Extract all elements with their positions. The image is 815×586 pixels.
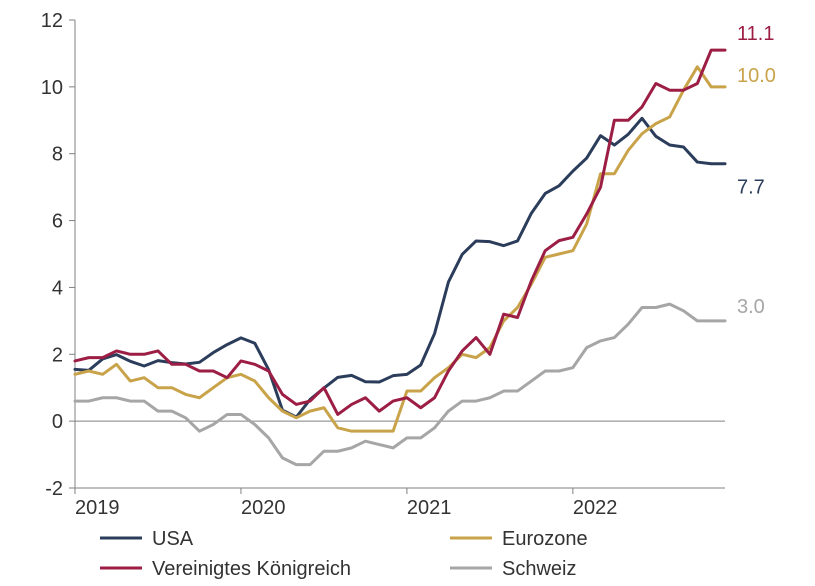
series-end-label-usa: 7.7	[737, 177, 765, 199]
legend-label-uk: Vereinigtes Königreich	[152, 558, 351, 580]
y-tick-label: 12	[41, 10, 63, 32]
inflation-line-chart: -2 0 2 4 6 8 10 12 2019 2020 2021 2022 7.7 10.0 11.1 3.…	[0, 0, 815, 586]
x-tick-label: 2019	[75, 497, 120, 519]
legend-label-usa: USA	[152, 528, 194, 550]
legend-label-eurozone: Eurozone	[502, 528, 588, 550]
y-tick-label: 6	[52, 211, 63, 233]
legend-label-ch: Schweiz	[502, 558, 576, 580]
y-tick-label: 10	[41, 77, 63, 99]
y-tick-label: -2	[45, 478, 63, 500]
y-tick-label: 4	[52, 277, 63, 299]
series-end-label-ch: 3.0	[737, 296, 765, 318]
chart-svg: -2 0 2 4 6 8 10 12 2019 2020 2021 2022 7.7 10.0 11.1 3.…	[0, 0, 815, 586]
y-tick-label: 8	[52, 144, 63, 166]
y-tick-label: 0	[52, 411, 63, 433]
y-tick-label: 2	[52, 344, 63, 366]
series-end-label-uk: 11.1	[737, 23, 774, 45]
series-end-label-eurozone: 10.0	[737, 65, 776, 87]
x-tick-label: 2020	[241, 497, 286, 519]
x-tick-label: 2021	[407, 497, 452, 519]
x-tick-label: 2022	[573, 497, 618, 519]
